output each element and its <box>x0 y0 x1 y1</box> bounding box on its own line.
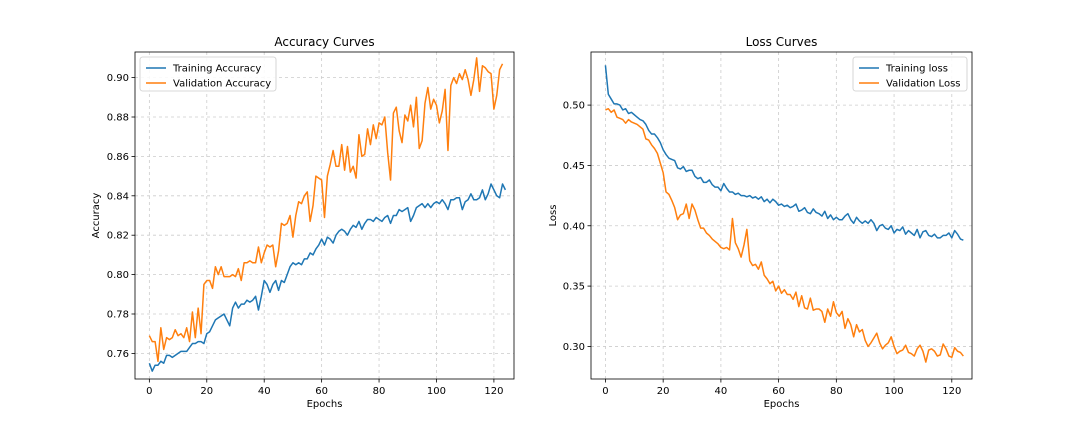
chart-title: Loss Curves <box>746 35 818 49</box>
y-tick-label: 0.82 <box>107 231 129 242</box>
y-tick-label: 0.45 <box>563 161 585 172</box>
x-tick-label: 120 <box>942 386 961 397</box>
x-tick-label: 0 <box>602 386 608 397</box>
x-axis-label: Epochs <box>764 399 800 410</box>
y-tick-label: 0.76 <box>107 349 129 360</box>
series-line-validation-accuracy <box>148 57 504 363</box>
y-tick-label: 0.86 <box>107 152 129 163</box>
loss-chart: 0 20 40 60 80 100 120 0.30 0.35 0.40 0.45 0.50 Loss … <box>548 35 973 410</box>
y-tick-label: 0.40 <box>563 221 585 232</box>
x-tick-label: 100 <box>427 386 446 397</box>
y-tick-label: 0.78 <box>107 309 129 320</box>
y-tick-label: 0.84 <box>107 191 129 202</box>
chart-title: Accuracy Curves <box>274 35 374 49</box>
x-tick-label: 40 <box>258 386 271 397</box>
legend-label: Training loss <box>885 64 948 75</box>
x-tick-label: 20 <box>200 386 213 397</box>
legend: Training loss Validation Loss <box>852 56 968 92</box>
y-tick-label: 0.35 <box>563 282 585 293</box>
y-tick-label: 0.88 <box>107 113 129 124</box>
series-line-validation-loss <box>605 107 964 363</box>
grid <box>135 52 514 379</box>
x-tick-label: 20 <box>657 386 670 397</box>
y-axis-label: Loss <box>548 205 559 227</box>
x-tick-label: 80 <box>830 386 843 397</box>
x-tick-label: 40 <box>715 386 728 397</box>
axes-frame <box>134 51 515 380</box>
y-axis-label: Accuracy <box>91 193 102 239</box>
y-tick-label: 0.50 <box>563 101 585 112</box>
legend-box <box>852 56 968 92</box>
y-tick-label: 0.30 <box>563 342 585 353</box>
legend-label: Validation Loss <box>886 79 961 90</box>
x-axis-label: Epochs <box>307 399 343 410</box>
grid <box>591 52 972 379</box>
x-tick-label: 60 <box>772 386 785 397</box>
x-tick-label: 60 <box>315 386 328 397</box>
axes-frame <box>590 51 973 380</box>
x-tick-label: 80 <box>373 386 386 397</box>
legend-box <box>139 56 277 92</box>
y-tick-label: 0.90 <box>107 73 129 84</box>
legend-label: Validation Accuracy <box>173 79 271 90</box>
y-tick-label: 0.80 <box>107 270 129 281</box>
legend-label: Training Accuracy <box>172 64 261 75</box>
series-line-training-loss <box>604 65 964 241</box>
x-tick-label: 0 <box>146 386 152 397</box>
x-tick-label: 100 <box>885 386 904 397</box>
accuracy-chart: 0 20 40 60 80 100 120 0.76 0.78 0.80 0.82 0.84 0.86 0… <box>91 35 515 410</box>
x-tick-label: 120 <box>484 386 503 397</box>
series-line-training-accuracy <box>148 183 507 372</box>
legend: Training Accuracy Validation Accuracy <box>139 56 277 92</box>
